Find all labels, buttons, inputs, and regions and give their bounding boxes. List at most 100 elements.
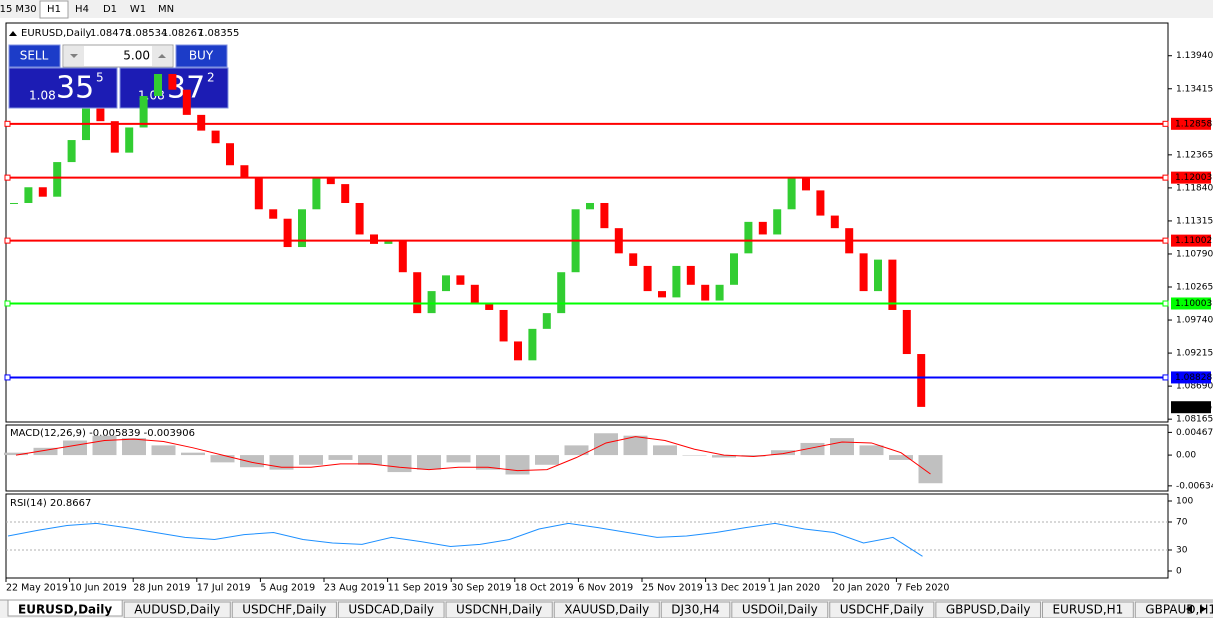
bid-big: 35: [56, 71, 94, 106]
candle: [413, 272, 422, 314]
y-tick-label: 1.10790: [1176, 249, 1213, 259]
x-tick-label: 23 Aug 2019: [324, 583, 385, 594]
level-label: 1.08828: [1175, 373, 1212, 383]
candle: [773, 209, 782, 235]
x-tick-label: 30 Sep 2019: [451, 583, 511, 594]
sell-button[interactable]: [8, 44, 61, 68]
symbol-tab-label[interactable]: USDCNH,Daily: [456, 603, 542, 617]
candle: [110, 121, 119, 153]
symbol-tab[interactable]: [829, 601, 935, 618]
lot-field[interactable]: [62, 44, 174, 68]
symbol-tab-label[interactable]: GBPAUD,H1: [1145, 603, 1213, 617]
symbol-tab-label[interactable]: GBPUSD,Daily: [946, 603, 1031, 617]
macd-bar: [623, 435, 648, 456]
x-tick-label: 13 Dec 2019: [706, 583, 767, 594]
x-tick-label: 22 May 2019: [6, 583, 68, 594]
current-price-bg: [1171, 401, 1211, 414]
symbol-tab-label[interactable]: EURUSD,H1: [1052, 603, 1123, 617]
candle: [701, 284, 710, 301]
candle: [53, 162, 62, 197]
symbol-tab[interactable]: [7, 599, 123, 617]
symbol-tab[interactable]: [1134, 601, 1213, 618]
candle: [197, 114, 206, 131]
macd-bar: [151, 445, 176, 456]
x-tick-label: 17 Jul 2019: [197, 583, 251, 594]
symbol-tab[interactable]: [1041, 601, 1134, 618]
current-price-label: 1.08355: [1175, 403, 1212, 413]
symbol-tab-label[interactable]: EURUSD,Daily: [18, 603, 112, 617]
up-arrow: [158, 54, 166, 58]
tab-scroll-left[interactable]: [1186, 605, 1192, 613]
symbol-tab[interactable]: [660, 601, 731, 618]
candle: [269, 209, 278, 219]
candle: [38, 187, 47, 197]
symbol-tab-label[interactable]: USDCHF,Daily: [242, 603, 326, 617]
macd-panel: [5, 424, 1169, 492]
timeframe-bar: [0, 0, 1213, 18]
macd-bar: [889, 455, 913, 460]
x-tick-label: 25 Nov 2019: [642, 583, 703, 594]
candle: [355, 202, 364, 235]
tab-scroll-right[interactable]: [1200, 605, 1206, 613]
macd-bar: [771, 450, 795, 456]
timeframe-button[interactable]: 15: [0, 4, 12, 15]
y-tick-label: 1.12365: [1176, 150, 1213, 160]
candle: [902, 309, 911, 355]
timeframe-button[interactable]: D1: [103, 4, 117, 15]
symbol-tab[interactable]: [337, 601, 445, 618]
timeframe-button[interactable]: H1: [47, 4, 61, 15]
symbol-tab[interactable]: [123, 601, 231, 618]
level-label-bg: [1171, 117, 1211, 130]
collapse-icon[interactable]: [9, 31, 17, 36]
candle: [254, 177, 263, 210]
x-tick-label: 20 Jan 2020: [833, 583, 890, 594]
buy-button[interactable]: [175, 44, 228, 68]
y-tick-label: 0.00: [1176, 451, 1196, 461]
symbol-tab[interactable]: [231, 601, 337, 618]
sell-label[interactable]: SELL: [20, 49, 49, 63]
y-tick-label: 70: [1176, 518, 1188, 528]
candle: [542, 313, 551, 329]
candle: [211, 130, 220, 144]
macd-bar: [682, 455, 707, 456]
macd-title: MACD(12,26,9) -0.005839 -0.003906: [10, 428, 195, 439]
level-label-bg: [1171, 234, 1211, 247]
candle: [888, 259, 897, 310]
symbol-tab-label[interactable]: XAUUSD,Daily: [564, 603, 649, 617]
x-tick-label: 7 Feb 2020: [896, 583, 949, 594]
macd-bar: [210, 455, 235, 463]
lot-value[interactable]: 5.00: [123, 49, 150, 63]
symbol-tab[interactable]: [731, 601, 829, 618]
symbol-tab[interactable]: [553, 601, 660, 618]
symbol-tab[interactable]: [935, 601, 1041, 618]
timeframe-button[interactable]: W1: [130, 4, 146, 15]
candle: [830, 215, 839, 229]
timeframe-button[interactable]: M30: [15, 4, 36, 15]
buy-label[interactable]: BUY: [189, 49, 214, 63]
level-handle: [4, 120, 11, 127]
candle: [456, 275, 465, 285]
symbol-tab-label[interactable]: USDOil,Daily: [742, 603, 818, 617]
bid-box[interactable]: [8, 67, 118, 109]
symbol-tab-label[interactable]: USDCAD,Daily: [348, 603, 434, 617]
candle: [514, 341, 522, 361]
symbol-tab-label[interactable]: AUDUSD,Daily: [134, 603, 220, 617]
symbol-tab-label[interactable]: USDCHF,Daily: [840, 603, 924, 617]
candle: [139, 96, 148, 128]
candle: [643, 265, 652, 292]
level-handle: [4, 174, 11, 181]
timeframe-button[interactable]: H4: [75, 4, 89, 15]
level-label: 1.11002: [1175, 236, 1212, 246]
symbol-tab[interactable]: [445, 601, 553, 618]
candle: [341, 184, 350, 203]
timeframe-button[interactable]: MN: [158, 4, 174, 15]
candle: [859, 253, 868, 292]
y-tick-label: 1.11840: [1176, 183, 1213, 193]
y-tick-label: 0.004679: [1176, 428, 1213, 438]
candle: [600, 202, 609, 229]
y-tick-label: 1.08165: [1176, 415, 1213, 425]
candle: [370, 234, 378, 244]
symbol-tab-label[interactable]: DJ30,H4: [671, 603, 720, 617]
y-tick-label: 1.13415: [1176, 84, 1213, 94]
